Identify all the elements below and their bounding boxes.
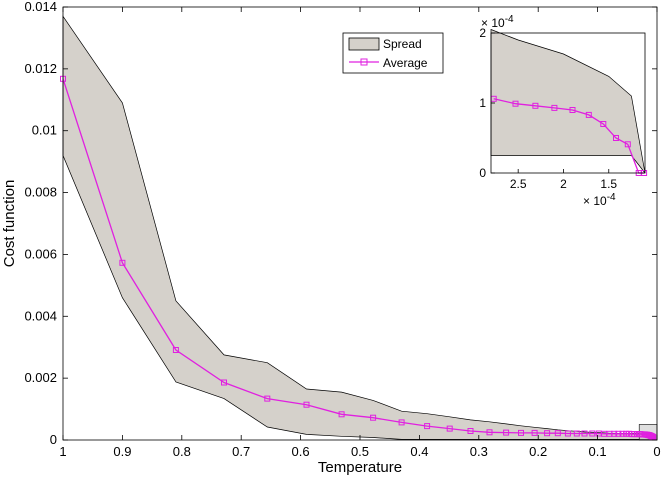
average-point: [503, 429, 510, 436]
y-axis-label: Cost function: [1, 180, 18, 268]
average-point: [119, 259, 126, 266]
inset-x-multiplier: × 10-4: [583, 192, 616, 208]
average-point: [518, 429, 524, 436]
x-tick-label: 0.7: [232, 444, 250, 459]
inset-x-tick-label: 2.5: [510, 177, 527, 191]
y-tick-label: 0.002: [24, 370, 57, 385]
average-point: [446, 425, 453, 432]
x-tick-label: 1: [59, 444, 66, 459]
x-tick-label: 0: [653, 444, 660, 459]
average-point: [172, 347, 179, 353]
average-point: [303, 401, 310, 408]
inset-average-point: [613, 135, 619, 141]
average-point: [398, 419, 405, 426]
average-point: [338, 411, 345, 418]
inset-y-multiplier-exponent: -4: [505, 14, 514, 25]
legend: Spread Average: [342, 32, 444, 74]
average-point: [531, 429, 538, 436]
inset-y-axis-ticks: 0 1 2: [479, 26, 495, 180]
y-tick-label: 0.004: [24, 308, 57, 323]
x-axis-ticks: 1 0.9 0.8 0.7 0.6 0.5 0.4 0.3 0.2 0.1 0: [59, 7, 661, 459]
legend-spread-label: Spread: [383, 37, 422, 51]
y-tick-label: 0: [50, 432, 57, 447]
inset-average-point: [569, 107, 576, 113]
inset-average-point: [585, 111, 592, 118]
inset-y-tick-label: 1: [479, 96, 486, 110]
legend-average-label: Average: [383, 56, 428, 70]
x-tick-label: 0.2: [529, 444, 547, 459]
y-tick-label: 0.01: [32, 123, 57, 138]
average-point: [221, 379, 227, 386]
inset-x-tick-label: 1.5: [600, 177, 617, 191]
inset-y-tick-label: 2: [479, 26, 486, 40]
y-tick-label: 0.008: [24, 185, 57, 200]
inset-y-multiplier: × 10-4: [481, 14, 514, 30]
inset-x-tick-label: 2: [560, 177, 567, 191]
x-tick-label: 0.5: [351, 444, 369, 459]
average-series-group: [60, 75, 657, 441]
inset-x-multiplier-base: × 10: [583, 194, 607, 208]
average-point: [370, 414, 377, 421]
y-tick-label: 0.012: [24, 61, 57, 76]
average-point: [486, 429, 493, 436]
average-point: [554, 430, 561, 437]
inset-average-point: [512, 100, 519, 107]
average-point: [619, 430, 626, 437]
inset-average-point: [532, 102, 539, 109]
inset-average-line: [493, 98, 645, 174]
x-tick-label: 0.6: [292, 444, 310, 459]
x-tick-label: 0.4: [410, 444, 428, 459]
average-point: [264, 395, 271, 402]
average-point: [611, 430, 618, 437]
inset-y-tick-label: 0: [479, 166, 486, 180]
average-point: [615, 430, 622, 437]
inset-spread-area-group: [490, 28, 646, 174]
inset-spread-area: [490, 28, 646, 174]
x-axis-label: Temperature: [318, 459, 402, 476]
y-tick-label: 0.014: [24, 0, 57, 14]
average-point: [544, 430, 551, 437]
average-point: [581, 430, 588, 437]
inset-y-multiplier-base: × 10: [481, 16, 505, 30]
y-axis-ticks: 0 0.002 0.004 0.006 0.008 0.01 0.012 0.014: [24, 0, 657, 447]
inset-average-series-group: [490, 95, 648, 176]
x-tick-label: 0.8: [173, 444, 191, 459]
inset-average-point: [551, 104, 558, 111]
average-point: [564, 430, 571, 437]
inset-x-axis-ticks: 2.5 2 1.5: [510, 169, 617, 191]
x-tick-label: 0.1: [589, 444, 607, 459]
average-point: [589, 430, 596, 437]
legend-spread-swatch: [348, 37, 380, 51]
y-tick-label: 0.006: [24, 246, 57, 261]
average-point: [573, 430, 580, 437]
inset-plot: 2.5 2 1.5 012 × 10-4 × 10-4: [479, 14, 648, 208]
x-tick-label: 0.9: [113, 444, 131, 459]
legend-average-marker: [360, 58, 368, 66]
inset-x-multiplier-exponent: -4: [607, 192, 616, 203]
x-tick-label: 0.3: [470, 444, 488, 459]
inset-average-point: [600, 121, 607, 127]
average-point: [467, 428, 474, 434]
average-point: [424, 423, 431, 430]
inset-average-point: [624, 141, 631, 148]
